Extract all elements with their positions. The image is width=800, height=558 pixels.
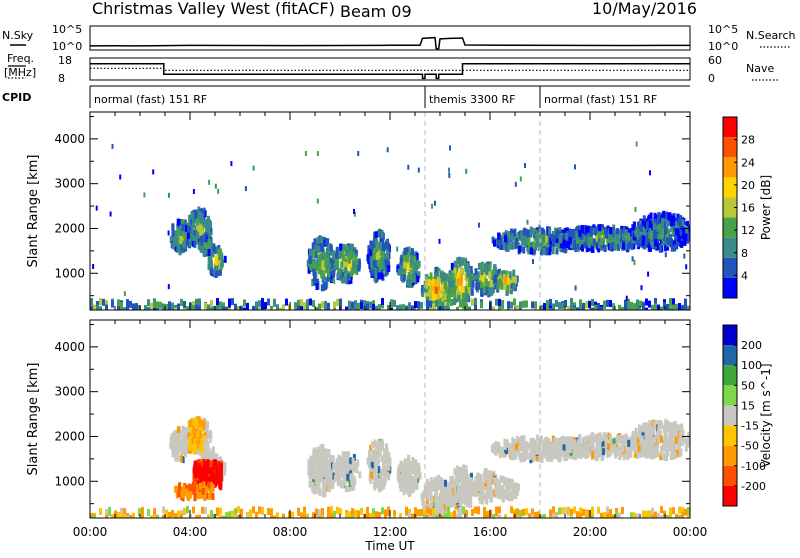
cpid-mode-1: themis 3300 RF <box>429 93 516 106</box>
x-tick-label: 16:00 <box>473 525 508 539</box>
nave-tick-top: 60 <box>708 54 722 67</box>
nsky-tick-bottom: 10^0 <box>52 40 82 53</box>
colorbar-swatch <box>723 446 737 466</box>
nsearch-label: N.Search <box>746 29 796 42</box>
colorbar-swatch <box>723 278 737 298</box>
colorbar-swatch <box>723 258 737 278</box>
colorbar-swatch <box>723 486 737 506</box>
colorbar-swatch <box>723 177 737 197</box>
nsky-tick-top-right: 10^5 <box>708 23 738 36</box>
freq-panel: Freq. [MHz] 18 8 60 0 Nave <box>4 52 778 85</box>
colorbar-tick-label: 50 <box>741 379 755 392</box>
power-panel: 1000 2000 3000 4000 Slant Range [km] 28 24 20 16… <box>26 112 773 315</box>
freq-tick-top: 18 <box>58 54 72 67</box>
colorbar-tick-label: 8 <box>741 247 748 260</box>
colorbar-swatch <box>723 466 737 486</box>
colorbar-label: Velocity [m s^-1] <box>759 363 773 467</box>
nave-trace <box>90 68 690 70</box>
colorbar-swatch <box>723 426 737 446</box>
nsky-label: N.Sky <box>2 29 34 42</box>
x-tick-label: 08:00 <box>273 525 308 539</box>
freq-trace <box>90 64 690 79</box>
y-tick-label: 1000 <box>54 474 85 488</box>
colorbar-tick-label: 200 <box>741 339 762 352</box>
colorbar-swatch <box>723 157 737 177</box>
time-axis: 00:00 04:00 08:00 12:00 16:00 20:00 00:00 Time … <box>73 525 708 553</box>
cpid-mode-0: normal (fast) 151 RF <box>94 93 207 106</box>
cpid-label: CPID <box>2 91 31 104</box>
freq-tick-bottom: 8 <box>58 72 65 85</box>
colorbar-tick-label: 20 <box>741 179 755 192</box>
colorbar-swatch <box>723 117 737 137</box>
nsky-trace <box>90 38 690 49</box>
y-tick-label: 3000 <box>54 385 85 399</box>
colorbar-swatch <box>723 405 737 425</box>
nave-label: Nave <box>746 62 774 75</box>
y-tick-label: 1000 <box>54 266 85 280</box>
colorbar-swatch <box>723 238 737 258</box>
nave-tick-bottom: 0 <box>708 72 715 85</box>
colorbar-label: Power [dB] <box>759 175 773 240</box>
cpid-row: CPID normal (fast) 151 RF themis 3300 RF n… <box>2 86 690 108</box>
y-axis-label: Slant Range [km] <box>26 155 41 268</box>
freq-label: Freq. <box>7 52 34 65</box>
colorbar-tick-label: 12 <box>741 224 755 237</box>
velocity-scatter <box>90 416 692 523</box>
colorbar-tick-label: -15 <box>741 420 759 433</box>
colorbar-swatch <box>723 137 737 157</box>
plot-title: Christmas Valley West (fitACF) <box>92 0 335 18</box>
x-tick-label: 12:00 <box>373 525 408 539</box>
colorbar-tick-label: 15 <box>741 399 755 412</box>
x-tick-label: 04:00 <box>173 525 208 539</box>
freq-unit-label: [MHz] <box>4 66 36 79</box>
colorbar-tick-label: 28 <box>741 134 755 147</box>
nsky-panel: N.Sky 10^5 10^0 10^5 10^0 N.Search <box>2 23 796 53</box>
nsky-tick-top: 10^5 <box>52 23 82 36</box>
x-axis-label: Time UT <box>364 539 415 553</box>
x-tick-label: 00:00 <box>673 525 708 539</box>
colorbar-tick-label: -200 <box>741 480 766 493</box>
colorbar-tick-label: 4 <box>741 269 748 282</box>
power-scatter <box>90 142 692 315</box>
x-tick-label: 00:00 <box>73 525 108 539</box>
power-colorbar: 28 24 20 16 12 8 4 Power [dB] <box>723 117 773 298</box>
y-tick-label: 2000 <box>54 429 85 443</box>
colorbar-tick-label: 16 <box>741 202 755 215</box>
colorbar-swatch <box>723 345 737 365</box>
y-axis-label: Slant Range [km] <box>26 363 41 476</box>
colorbar-swatch <box>723 385 737 405</box>
beam-label: Beam 09 <box>340 2 412 21</box>
nsky-tick-bottom-right: 10^0 <box>708 40 738 53</box>
colorbar-swatch <box>723 365 737 385</box>
colorbar-swatch <box>723 218 737 238</box>
y-tick-label: 2000 <box>54 221 85 235</box>
cpid-mode-2: normal (fast) 151 RF <box>544 93 657 106</box>
colorbar-tick-label: -50 <box>741 440 759 453</box>
y-tick-label: 3000 <box>54 177 85 191</box>
y-tick-label: 4000 <box>54 340 85 354</box>
y-tick-label: 4000 <box>54 132 85 146</box>
colorbar-tick-label: 24 <box>741 156 755 169</box>
x-tick-label: 20:00 <box>573 525 608 539</box>
date-label: 10/May/2016 <box>592 0 697 18</box>
colorbar-swatch <box>723 325 737 345</box>
